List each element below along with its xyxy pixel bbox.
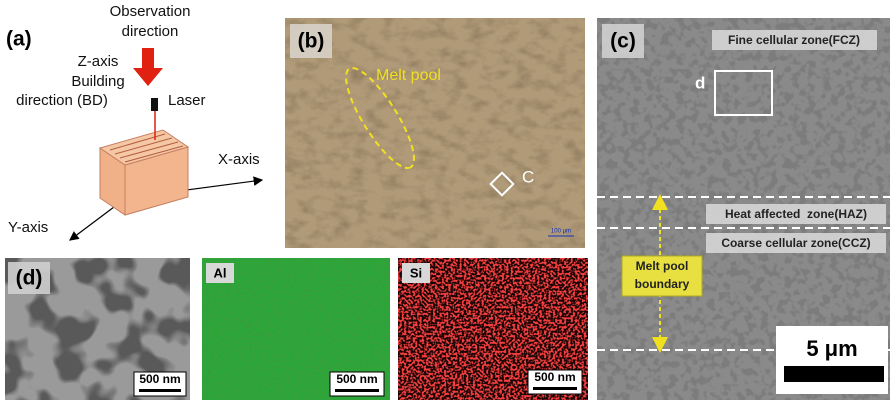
element-label: Si [410,265,422,280]
x-axis-label: X-axis [218,151,260,168]
building-label: Building [71,73,124,90]
scale-label: 500 nm [336,372,377,386]
panel-label: (a) [6,28,32,51]
zone-label: Coarse cellular zone(CCZ) [721,236,870,250]
scan-tracks [109,133,184,163]
observation-label: direction [122,23,179,40]
element-box [206,263,234,283]
panel-label: (d) [16,267,43,290]
region-label: d [695,73,705,92]
scale-bar [335,389,379,392]
region-marker [714,70,773,116]
y-axis-label: Y-axis [8,219,48,236]
scale-label: 500 nm [139,372,180,386]
laser-icon [151,98,158,111]
laser-label: Laser [168,92,206,109]
panel-c: (c) Fine cellular zone(FCZ) d Heat affec… [597,18,890,400]
zone-label: Heat affected zone(HAZ) [725,207,867,221]
boundary-label: Melt pool [636,259,689,273]
label-box [602,24,644,58]
boundary-box [621,255,703,297]
scale-box [776,326,888,394]
scale-label: 5 μm [806,336,857,361]
scale-bar [533,387,577,390]
boundary-label: boundary [635,277,690,291]
zone-box [706,233,886,253]
label-box [290,24,332,58]
panel-b: (b) Melt pool C 100 μm [285,18,585,248]
melt-pool-outline [345,66,415,170]
building-label: direction (BD) [16,92,108,109]
zone-box [706,204,886,224]
element-label: Al [214,265,227,280]
zone-label: Fine cellular zone(FCZ) [728,33,860,47]
region-label: C [522,167,534,186]
panel-label: (c) [610,30,636,53]
micrograph-texture [285,18,585,248]
cube-top [98,129,190,166]
label-box [8,262,50,294]
melt-pool-label: Melt pool [376,67,441,84]
element-box [402,263,430,283]
observation-label: Observation [110,3,191,20]
zone-box [712,30,877,50]
scale-bar [139,389,181,392]
region-marker [489,171,515,197]
panel-label: (b) [298,30,325,53]
scale-label: 500 nm [534,370,575,384]
scale-label: 100 μm [551,229,571,235]
z-axis-label: Z-axis [78,53,119,70]
panel-a: (a) Observation direction Z-axis Buildin… [6,3,264,241]
scale-bar [784,366,884,382]
observation-arrow [133,48,163,86]
panel-d: (d) 500 nm Al 500 nm Si 500 nm [5,258,588,400]
